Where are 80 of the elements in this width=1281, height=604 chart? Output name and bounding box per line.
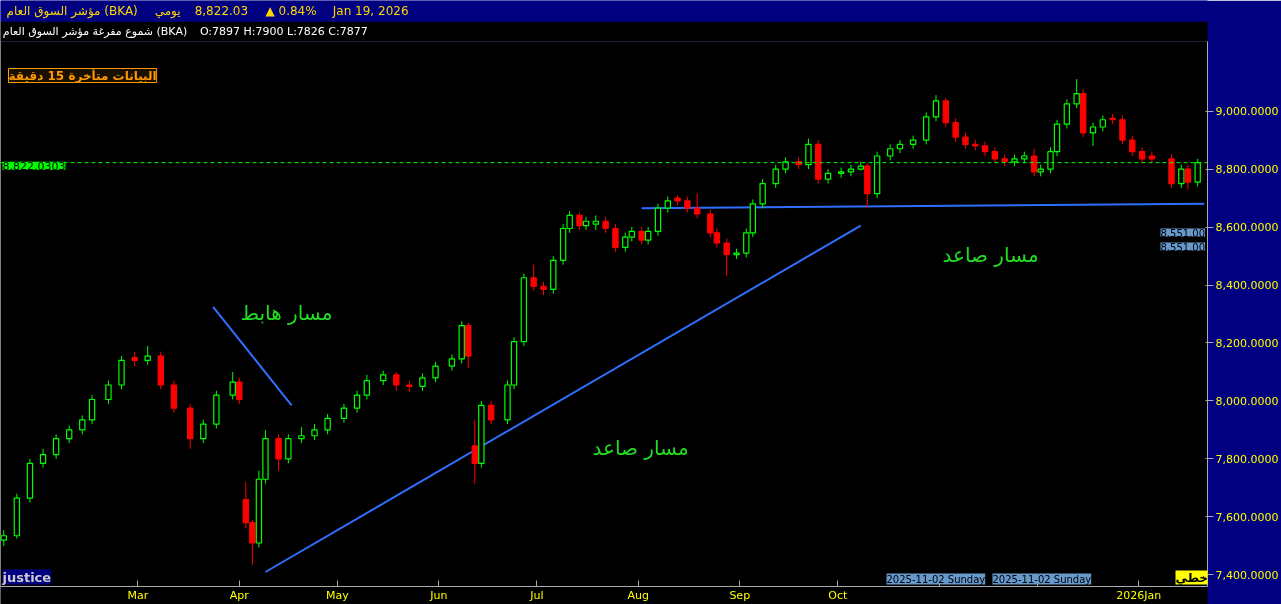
candlestick xyxy=(1089,122,1097,147)
text: O:7897 H:7900 L:7826 C:7877 xyxy=(199,24,368,38)
candlestick xyxy=(144,345,151,366)
annotation: 8,551.00 xyxy=(1160,241,1206,253)
text: ▲ 0.84% xyxy=(265,3,317,18)
candlestick xyxy=(1119,114,1126,145)
candlestick xyxy=(723,238,730,277)
y-tick-label: 8,400.0000 xyxy=(1215,279,1279,293)
y-tick-label: 8,200.0000 xyxy=(1215,336,1279,350)
candlestick xyxy=(922,112,930,145)
candlestick xyxy=(1073,78,1080,109)
annotation: مسار صاعد xyxy=(592,435,689,460)
candlestick xyxy=(612,223,619,253)
y-tick-label: 9,000.0000 xyxy=(1215,105,1279,119)
y-tick-label: 8,800.0000 xyxy=(1215,163,1279,177)
candlestick xyxy=(1184,164,1192,190)
candlestick xyxy=(942,97,950,128)
chart-subtitle: يومي xyxy=(154,3,181,19)
annotation: 2025-11-02 Sunday xyxy=(992,573,1092,585)
candlestick xyxy=(39,448,47,469)
x-tick-label: Jul xyxy=(529,588,544,602)
ref-line-label: 8,822.0303 xyxy=(2,159,66,173)
candlestick xyxy=(694,193,701,219)
candlestick xyxy=(772,164,779,189)
candlestick xyxy=(1129,135,1136,157)
candlestick xyxy=(530,264,537,292)
chart-title: مؤشر السوق العام (BKA) xyxy=(6,3,138,19)
text: 8,822.03 xyxy=(194,3,249,18)
annotation: 2025-11-02 Sunday xyxy=(886,573,986,585)
annotation: خطي xyxy=(1175,570,1208,585)
candlestick xyxy=(200,419,207,444)
y-tick-label: 7,600.0000 xyxy=(1215,510,1279,524)
y-tick-label: 7,800.0000 xyxy=(1215,452,1279,466)
candlestick xyxy=(353,390,361,414)
x-tick-label: Mar xyxy=(127,588,149,602)
x-tick-label: Oct xyxy=(828,588,849,602)
candlestick xyxy=(847,164,855,177)
candlestick xyxy=(88,394,96,425)
y-tick-label: 7,400.0000 xyxy=(1215,568,1279,582)
x-tick-label: May xyxy=(326,588,350,602)
text: شموع مفرغة مؤشر السوق العام (BKA) xyxy=(2,24,188,38)
candlestick xyxy=(487,400,495,425)
y-tick-label: 8,000.0000 xyxy=(1215,394,1279,408)
candlestick xyxy=(275,433,282,472)
candlestick xyxy=(1030,148,1038,177)
x-tick-label: Aug xyxy=(627,588,650,602)
candlestick xyxy=(432,361,439,383)
candlestick xyxy=(952,117,959,143)
candlestick xyxy=(759,178,766,209)
candlestick xyxy=(229,371,236,401)
candlestick xyxy=(340,403,348,424)
candlestick xyxy=(285,433,292,464)
annotation: البيانات متأخرة 15 دقيقة xyxy=(8,67,157,83)
candlestick xyxy=(324,413,331,435)
y-tick-label: 8,600.0000 xyxy=(1215,221,1279,235)
annotation: مسار صاعد xyxy=(942,242,1039,267)
x-tick-label: 2026Jan xyxy=(1116,588,1162,602)
x-tick-label: Jun xyxy=(429,588,448,602)
candlestick xyxy=(1178,164,1185,189)
candlestick xyxy=(824,168,832,185)
candlestick xyxy=(236,377,243,405)
candlestick xyxy=(105,380,112,405)
x-tick-label: Sep xyxy=(729,588,751,602)
annotation: 8,551.00 xyxy=(1160,227,1206,239)
text: Jan 19, 2026 xyxy=(331,3,409,18)
candlestick xyxy=(909,135,917,150)
candlestick xyxy=(52,433,60,460)
candlestick xyxy=(363,374,371,401)
annotation: justice xyxy=(1,569,52,585)
candlestick xyxy=(79,414,86,435)
candlestick xyxy=(393,371,400,392)
candlestick xyxy=(981,141,989,157)
candlestick xyxy=(170,380,178,414)
candlestick xyxy=(654,203,662,237)
candlestick xyxy=(837,167,845,179)
x-tick-label: Apr xyxy=(229,588,250,602)
candlestick xyxy=(1063,98,1071,129)
annotation: مسار هابط xyxy=(240,300,333,325)
candlestick xyxy=(932,94,940,122)
candlestick xyxy=(471,419,479,485)
